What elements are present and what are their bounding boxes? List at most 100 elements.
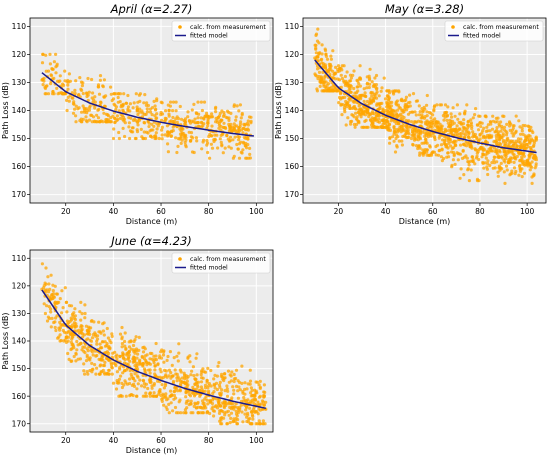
- scatter-point: [135, 361, 139, 365]
- scatter-point: [530, 181, 534, 185]
- legend: calc. from measurement fitted model: [171, 252, 271, 274]
- scatter-point: [93, 349, 97, 353]
- scatter-point: [482, 126, 486, 130]
- scatter-point: [464, 133, 468, 137]
- scatter-point: [195, 381, 199, 385]
- scatter-point: [199, 385, 203, 389]
- scatter-point: [499, 166, 503, 170]
- scatter-point: [431, 120, 435, 125]
- scatter-point: [420, 130, 425, 134]
- scatter-point: [397, 139, 401, 143]
- scatter-point: [345, 70, 349, 74]
- scatter-point: [456, 158, 460, 162]
- scatter-point: [95, 342, 99, 346]
- scatter-point: [453, 162, 457, 166]
- scatter-point: [507, 142, 511, 146]
- scatter-point: [118, 116, 123, 120]
- scatter-point: [76, 93, 81, 97]
- scatter-point: [470, 126, 474, 131]
- scatter-point: [205, 111, 209, 115]
- scatter-point: [377, 125, 381, 129]
- y-tick-label: 150: [12, 134, 27, 143]
- chart-1: 20 40 60 80 100 110 120 130 140 150 160 170 May (α=3…: [274, 2, 547, 226]
- scatter-point: [417, 113, 421, 117]
- scatter-points: [40, 52, 253, 160]
- scatter-point: [107, 358, 111, 362]
- scatter-point: [454, 139, 458, 143]
- scatter-point: [522, 171, 527, 175]
- scatter-point: [116, 95, 120, 100]
- scatter-point: [81, 117, 85, 121]
- scatter-point: [195, 383, 199, 387]
- x-tick-label: 80: [475, 207, 485, 216]
- scatter-point: [423, 137, 428, 141]
- scatter-point: [399, 112, 403, 116]
- scatter-point: [121, 102, 125, 106]
- scatter-point: [478, 137, 482, 141]
- scatter-point: [337, 101, 341, 105]
- scatter-point: [95, 120, 99, 124]
- scatter-point: [133, 372, 137, 376]
- scatter-point: [342, 64, 346, 68]
- scatter-point: [72, 354, 76, 359]
- scatter-point: [99, 101, 103, 105]
- scatter-point: [128, 102, 132, 106]
- scatter-point: [243, 381, 247, 385]
- scatter-point: [488, 163, 492, 168]
- scatter-point: [98, 364, 102, 368]
- scatter-point: [138, 378, 142, 382]
- scatter-point: [466, 168, 470, 172]
- scatter-point: [502, 170, 506, 174]
- scatter-point: [208, 156, 212, 160]
- scatter-point: [167, 108, 171, 113]
- scatter-point: [455, 151, 459, 155]
- scatter-point: [227, 118, 231, 122]
- scatter-point: [323, 74, 327, 78]
- scatter-point: [195, 139, 199, 143]
- scatter-point: [117, 394, 121, 398]
- scatter-point: [451, 106, 455, 110]
- scatter-point: [66, 83, 70, 87]
- legend-scatter-label: calc. from measurement: [190, 24, 266, 31]
- scatter-point: [488, 135, 493, 139]
- scatter-point: [408, 110, 412, 114]
- scatter-point: [136, 382, 140, 386]
- scatter-point: [63, 69, 67, 73]
- scatter-point: [184, 390, 188, 394]
- scatter-point: [128, 394, 132, 398]
- scatter-point: [503, 181, 507, 185]
- scatter-point: [233, 405, 237, 409]
- scatter-point: [98, 74, 103, 78]
- legend-line-label: fitted model: [190, 33, 228, 40]
- scatter-point: [206, 121, 210, 125]
- scatter-point: [440, 147, 444, 151]
- scatter-point: [209, 368, 213, 373]
- scatter-point: [63, 286, 67, 290]
- scatter-point: [93, 106, 97, 110]
- scatter-point: [220, 109, 224, 113]
- scatter-point: [239, 120, 243, 124]
- scatter-point: [414, 113, 418, 117]
- scatter-point: [139, 127, 143, 131]
- scatter-point: [445, 118, 449, 122]
- scatter-point: [517, 152, 521, 156]
- scatter-point: [205, 398, 209, 402]
- scatter-point: [315, 89, 319, 93]
- scatter-point: [87, 329, 91, 333]
- scatter-point: [505, 122, 509, 126]
- scatter-point: [192, 374, 196, 378]
- scatter-point: [439, 155, 443, 159]
- scatter-point: [249, 115, 253, 119]
- scatter-point: [368, 118, 372, 122]
- scatter-point: [504, 129, 508, 133]
- scatter-point: [243, 412, 247, 416]
- legend-line-label: fitted model: [463, 33, 501, 40]
- scatter-point: [221, 377, 225, 381]
- scatter-point: [467, 142, 471, 146]
- scatter-point: [395, 127, 399, 132]
- legend-line-label: fitted model: [190, 265, 228, 272]
- scatter-point: [110, 334, 114, 338]
- scatter-point: [106, 120, 110, 124]
- scatter-point: [390, 135, 395, 139]
- scatter-point: [171, 409, 175, 413]
